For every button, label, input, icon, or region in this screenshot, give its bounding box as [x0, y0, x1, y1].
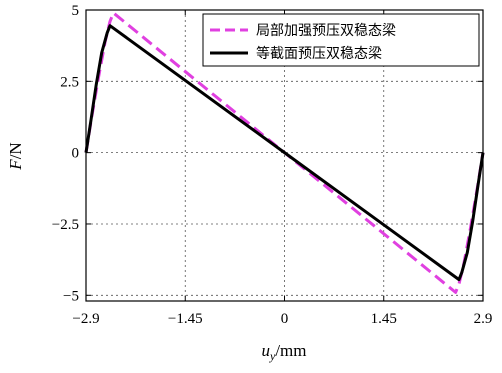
- y-tick-label-4: −5: [63, 288, 79, 304]
- x-tick-label-0: −2.9: [72, 311, 99, 327]
- x-tick-label-1: −1.45: [168, 311, 203, 327]
- y-tick-label-3: −2.5: [52, 217, 79, 233]
- series-layer: [84, 11, 485, 294]
- legend-box: [202, 13, 480, 67]
- legend: 局部加强预压双稳态梁 等截面预压双稳态梁: [202, 13, 480, 67]
- x-tick-label-2: 0: [281, 311, 289, 327]
- x-axis-label-sub: y: [269, 349, 276, 363]
- x-axis-label: uy/mm: [262, 341, 307, 363]
- y-axis-label: F/N: [6, 142, 25, 170]
- y-axis-label-rest: /N: [6, 142, 25, 159]
- x-tick-label-3: 1.45: [371, 311, 397, 327]
- x-axis-label-italic: u: [262, 341, 271, 360]
- legend-label-1: 等截面预压双稳态梁: [256, 45, 382, 62]
- series-line-1: [84, 24, 485, 282]
- x-axis-label-rest: /mm: [275, 341, 306, 360]
- y-tick-label-2: 0: [72, 146, 80, 162]
- legend-label-0: 局部加强预压双稳态梁: [256, 23, 396, 39]
- y-tick-label-1: 2.5: [60, 74, 79, 90]
- y-axis-label-italic: F: [6, 159, 25, 171]
- x-tick-label-4: 2.9: [474, 311, 493, 327]
- y-tick-label-0: 5: [72, 3, 80, 19]
